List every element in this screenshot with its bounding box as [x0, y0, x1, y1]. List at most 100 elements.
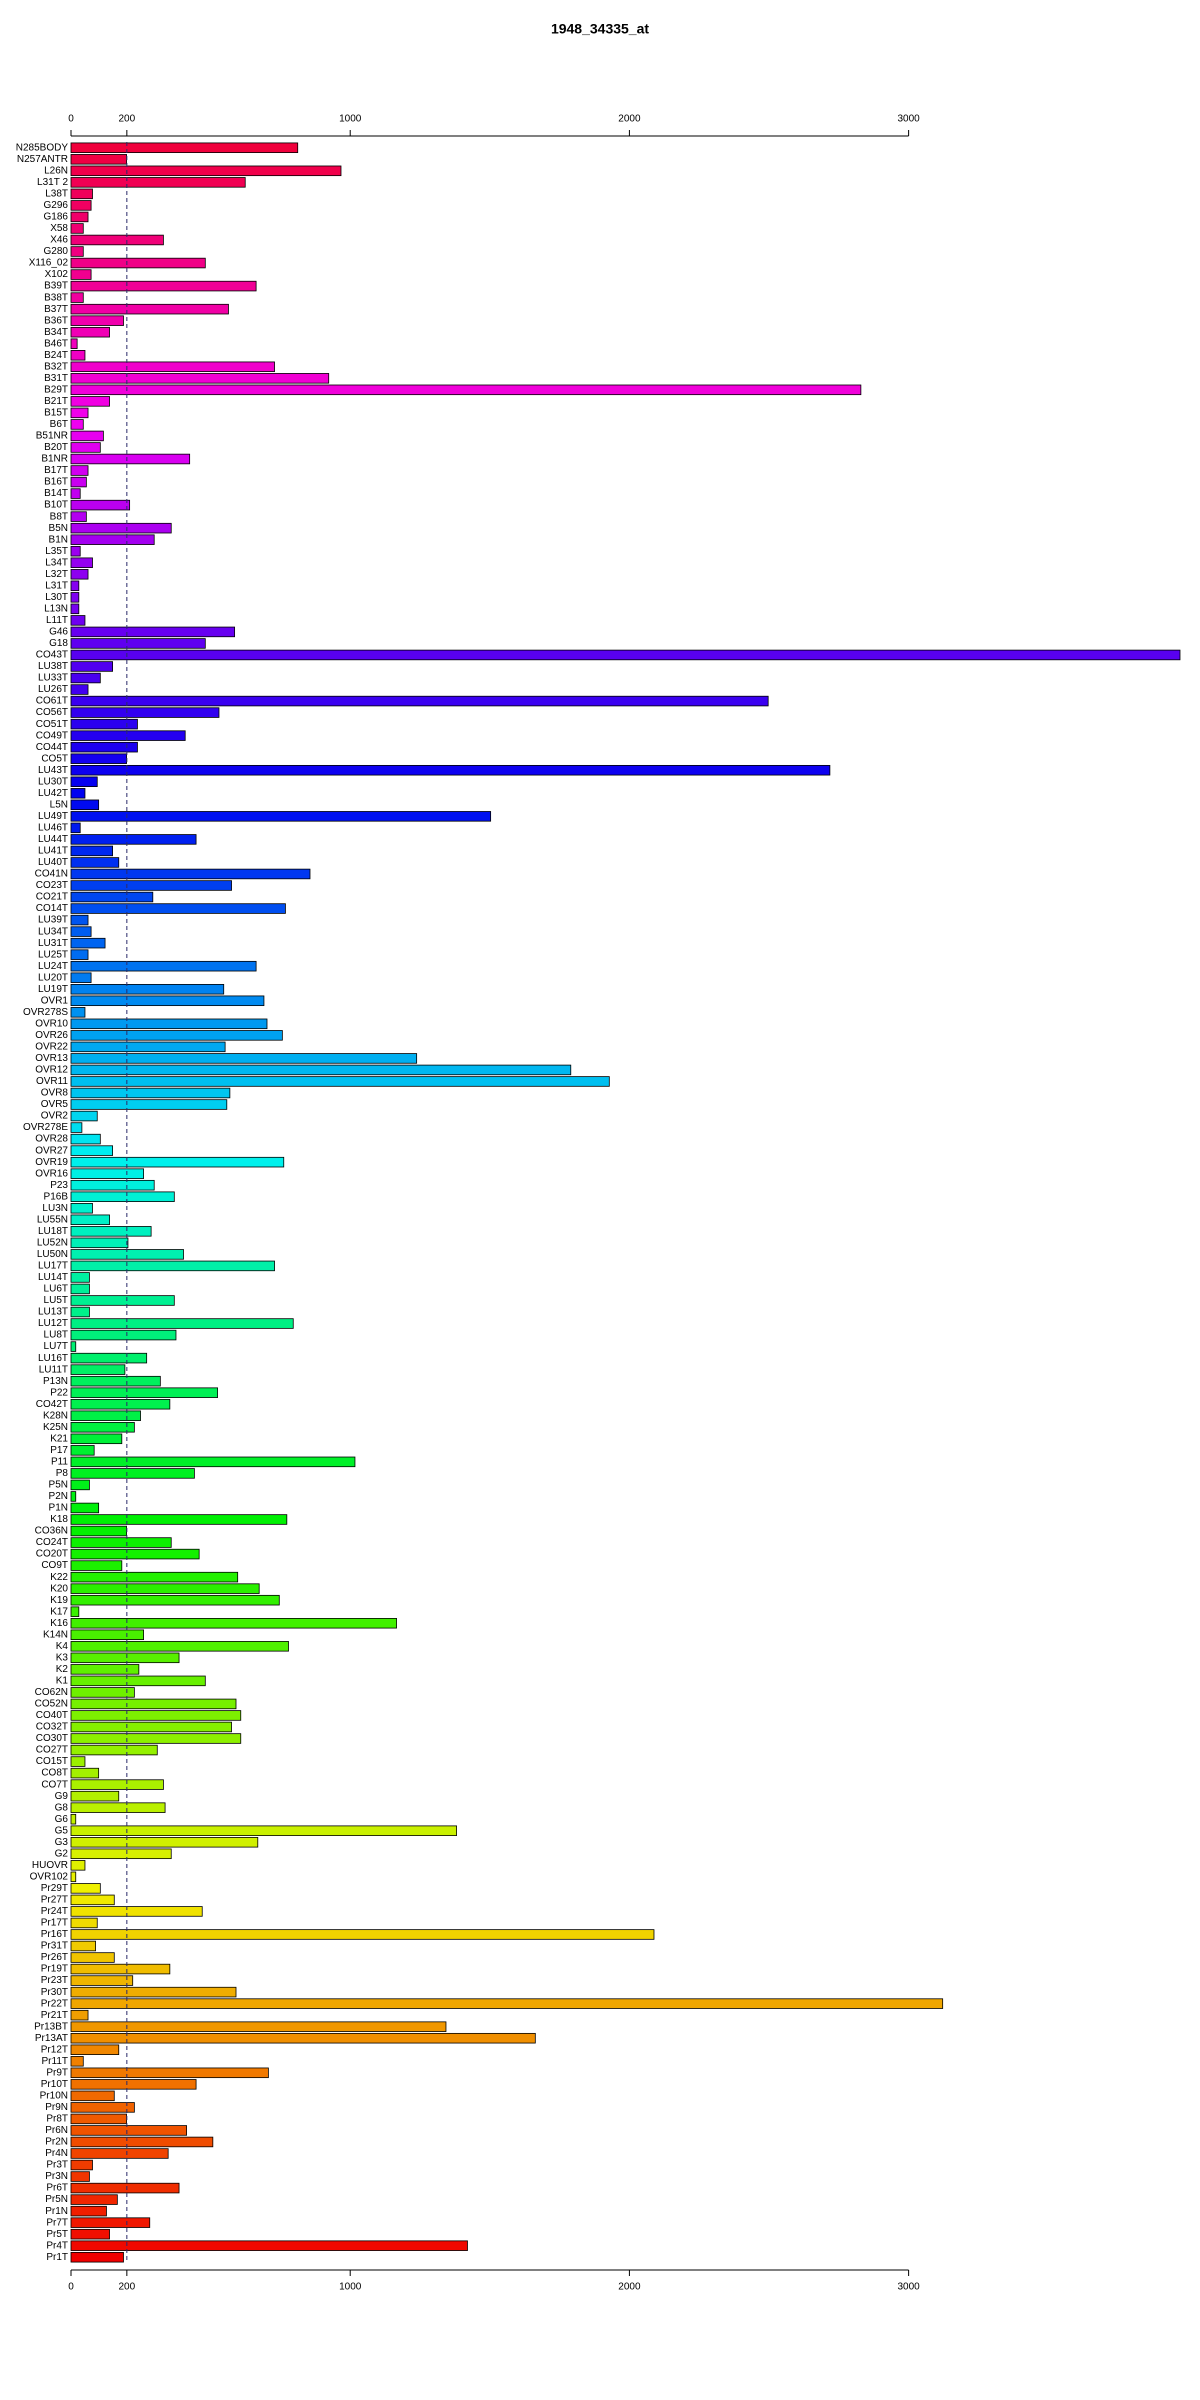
- y-tick-label: Pr19T: [41, 1964, 68, 1975]
- y-tick-label: Pr7T: [46, 2217, 68, 2228]
- y-tick-label: LU11T: [39, 1364, 68, 1375]
- bar: [70, 373, 330, 384]
- y-tick-label: CO24T: [36, 1537, 68, 1548]
- y-tick-label: K4: [56, 1641, 69, 1652]
- bar: [70, 303, 229, 315]
- bar: [70, 1606, 80, 1617]
- y-tick-label: P23: [50, 1180, 68, 1191]
- bar: [70, 1226, 152, 1237]
- y-tick-label: G186: [44, 212, 69, 223]
- bar: [70, 2159, 93, 2171]
- bar: [70, 1802, 166, 1813]
- bar: [70, 822, 81, 834]
- y-tick-label: CO49T: [36, 730, 68, 741]
- bar: [70, 592, 80, 603]
- y-tick-label: Pr30T: [41, 1987, 68, 1998]
- bar: [70, 1906, 203, 1917]
- bar: [70, 211, 89, 223]
- y-tick-label: LU6T: [44, 1284, 68, 1295]
- bar: [70, 2171, 90, 2182]
- y-tick-label: LU38T: [38, 661, 68, 672]
- bar: [70, 1929, 655, 1940]
- y-tick-label: B29T: [44, 384, 68, 395]
- x-tick-label: 1000: [339, 2282, 362, 2293]
- y-tick-label: Pr17T: [41, 1918, 68, 1929]
- y-tick-label: X102: [45, 269, 69, 280]
- bar: [70, 384, 862, 396]
- bar: [70, 2182, 180, 2194]
- x-tick-label: 2000: [618, 2282, 641, 2293]
- bar: [70, 1087, 231, 1099]
- y-tick-label: CO41N: [35, 869, 68, 880]
- bar: [70, 1329, 177, 1341]
- bar: [70, 407, 89, 419]
- y-tick-label: LU43T: [38, 765, 68, 776]
- y-tick-label: K2: [56, 1664, 69, 1675]
- bar: [70, 1975, 134, 1986]
- y-tick-label: LU26T: [38, 684, 68, 695]
- bar: [70, 142, 299, 154]
- bar: [70, 2125, 187, 2136]
- y-tick-label: Pr4N: [45, 2148, 68, 2159]
- y-tick-label: OVR102: [30, 1871, 69, 1882]
- y-tick-label: Pr26T: [41, 1952, 68, 1963]
- y-tick-label: LU18T: [38, 1226, 68, 1237]
- y-tick-label: OVR11: [36, 1076, 68, 1087]
- y-tick-label: G296: [44, 200, 69, 211]
- y-tick-label: B21T: [44, 396, 68, 407]
- bar: [70, 1479, 90, 1491]
- y-tick-label: Pr8T: [46, 2114, 68, 2125]
- y-tick-label: L35T: [45, 546, 68, 557]
- bar: [70, 522, 172, 534]
- y-tick-label: OVR5: [41, 1099, 69, 1110]
- bar: [70, 557, 93, 568]
- bar: [70, 1491, 77, 1502]
- y-tick-label: CO15T: [36, 1756, 68, 1767]
- bar: [70, 257, 206, 269]
- y-tick-label: Pr12T: [41, 2044, 68, 2055]
- x-tick-label: 2000: [618, 114, 641, 125]
- y-tick-label: CO7T: [41, 1779, 68, 1790]
- y-tick-label: LU19T: [38, 984, 68, 995]
- y-tick-label: B32T: [44, 361, 68, 372]
- y-tick-label: G280: [44, 246, 69, 257]
- y-tick-label: CO14T: [36, 903, 68, 914]
- bar: [70, 338, 78, 349]
- bar: [70, 984, 225, 995]
- bar: [70, 2251, 124, 2263]
- bar: [70, 269, 92, 280]
- y-tick-label: CO5T: [41, 753, 68, 764]
- bar: [70, 741, 138, 753]
- y-tick-label: OVR19: [35, 1157, 68, 1168]
- bar: [70, 1917, 98, 1929]
- y-tick-label: LU12T: [38, 1318, 68, 1329]
- bar: [70, 638, 206, 649]
- y-tick-label: Pr5N: [45, 2194, 68, 2205]
- y-tick-label: Pr10T: [41, 2079, 68, 2090]
- bar: [70, 1940, 96, 1952]
- bar: [70, 1364, 126, 1375]
- bar: [70, 1064, 572, 1076]
- chart-title: 1948_34335_at: [551, 21, 649, 37]
- y-tick-label: OVR278S: [23, 1007, 68, 1018]
- y-tick-label: LU49T: [38, 811, 68, 822]
- y-tick-label: LU5T: [44, 1295, 68, 1306]
- bar: [70, 2240, 468, 2251]
- y-tick-label: K28N: [43, 1410, 68, 1421]
- y-tick-label: L5N: [50, 799, 68, 810]
- bar: [70, 1641, 289, 1652]
- y-tick-label: Pr10N: [40, 2090, 68, 2101]
- bar: [70, 2090, 115, 2102]
- y-tick-label: LU39T: [38, 915, 68, 926]
- y-tick-label: LU33T: [38, 673, 68, 684]
- bar: [70, 1698, 237, 1710]
- y-tick-label: OVR10: [35, 1018, 68, 1029]
- bar: [70, 1767, 100, 1779]
- bar: [70, 937, 106, 949]
- bar: [70, 626, 236, 638]
- bar: [70, 1145, 114, 1156]
- bar: [70, 1318, 294, 1329]
- bar: [70, 1445, 95, 1456]
- y-tick-label: Pr5T: [46, 2229, 68, 2240]
- bar: [70, 1790, 120, 1802]
